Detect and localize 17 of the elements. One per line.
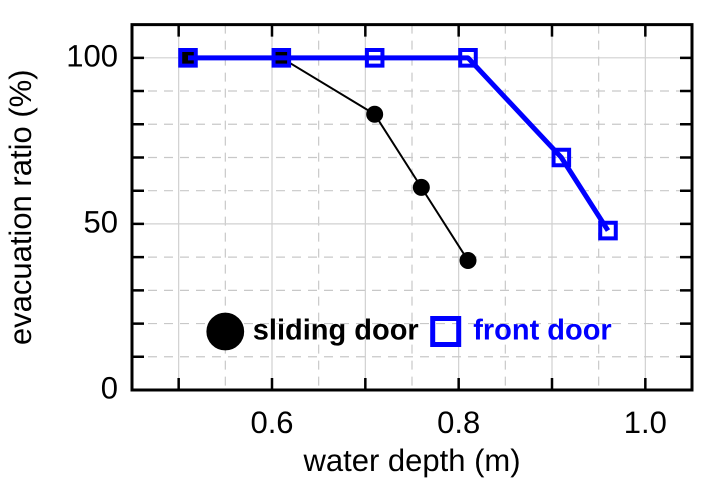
point — [598, 220, 618, 240]
x-axis-title: water depth (m) — [302, 442, 521, 478]
x-tick-label: 1.0 — [624, 405, 667, 440]
legend-label: sliding door — [252, 314, 419, 346]
point — [366, 106, 384, 123]
y-tick-label: 0 — [100, 370, 118, 406]
y-tick-label: 50 — [84, 204, 118, 240]
point — [412, 178, 430, 196]
x-tick-label: 0.6 — [250, 405, 294, 440]
point — [460, 252, 476, 269]
y-tick-label: 100 — [66, 38, 118, 74]
point — [552, 148, 572, 168]
x-tick-label: 0.8 — [437, 405, 480, 440]
point — [364, 48, 384, 68]
y-axis-title: evacuation ratio (%) — [3, 69, 38, 346]
point — [458, 48, 478, 68]
legend-label: front door — [473, 314, 612, 346]
